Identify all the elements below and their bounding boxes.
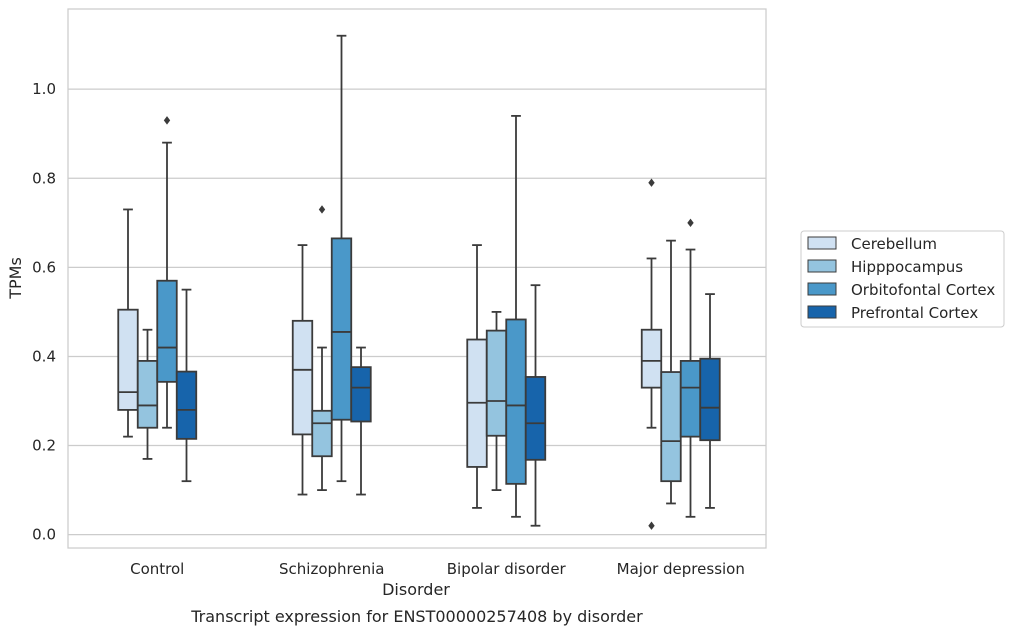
outlier-point: [648, 521, 655, 530]
box-0-3: [175, 288, 198, 483]
legend: Cerebellum Hipppocampus Orbitofontal Corte…: [800, 230, 1005, 328]
box-body: [311, 409, 333, 458]
box-layer: [117, 34, 721, 530]
box-0-2: [156, 116, 178, 429]
box-body: [156, 279, 178, 383]
box-body: [660, 371, 682, 483]
box-body: [699, 357, 721, 442]
legend-swatch: [807, 282, 837, 296]
box-body: [136, 360, 159, 429]
outlier-point: [163, 116, 171, 125]
y-tick-label: 0.2: [32, 437, 56, 455]
outlier-point: [648, 178, 655, 187]
legend-label: Orbitofontal Cortex: [851, 281, 995, 299]
box-body: [505, 318, 527, 485]
box-body: [175, 370, 198, 440]
x-tick-labels: Control Schizophrenia Bipolar disorder Majo…: [130, 560, 745, 578]
box-1-2: [330, 34, 353, 483]
box-3-3: [699, 293, 721, 509]
legend-frame: [800, 230, 1005, 328]
legend-label: Cerebellum: [851, 235, 937, 253]
x-tick-label: Schizophrenia: [279, 560, 384, 578]
legend-swatch: [807, 236, 837, 250]
y-axis-title: TPMs: [6, 257, 25, 300]
x-tick-label: Control: [130, 560, 184, 578]
box-body: [679, 360, 702, 438]
x-axis-title: Disorder: [382, 580, 450, 599]
legend-swatch: [807, 259, 837, 273]
y-tick-label: 1.0: [32, 80, 56, 98]
gridlines: [68, 88, 766, 536]
box-body: [291, 319, 314, 436]
box-body: [330, 237, 353, 421]
box-2-3: [524, 284, 547, 527]
x-tick-label: Bipolar disorder: [447, 560, 567, 578]
y-tick-label: 0.6: [32, 258, 56, 276]
box-1-3: [350, 346, 372, 496]
box-2-1: [485, 311, 508, 491]
box-1-0: [291, 244, 314, 496]
x-tick-label: Major depression: [617, 560, 745, 578]
box-3-0: [640, 178, 663, 530]
chart-caption: Transcript expression for ENST0000025740…: [190, 607, 643, 626]
outlier-point: [318, 205, 326, 214]
box-2-2: [505, 115, 527, 518]
box-3-1: [660, 239, 682, 505]
box-body: [117, 308, 139, 411]
y-tick-label: 0.4: [32, 347, 56, 365]
box-body: [640, 328, 663, 389]
box-0-1: [136, 328, 159, 460]
y-tick-labels: 0.0 0.2 0.4 0.6 0.8 1.0: [32, 80, 56, 543]
legend-label: Hipppocampus: [851, 258, 963, 276]
y-tick-label: 0.0: [32, 526, 56, 544]
box-3-2: [679, 218, 702, 518]
box-2-0: [466, 244, 488, 509]
legend-items: Cerebellum Hipppocampus Orbitofontal Corte…: [807, 235, 995, 322]
box-body: [524, 376, 547, 461]
box-1-1: [311, 205, 333, 491]
legend-label: Prefrontal Cortex: [851, 304, 978, 322]
legend-swatch: [807, 305, 837, 319]
plot-frame: [67, 8, 767, 549]
box-body: [350, 366, 372, 423]
outlier-point: [687, 218, 694, 228]
box-body: [485, 329, 508, 437]
y-tick-label: 0.8: [32, 169, 56, 187]
box-0-0: [117, 208, 139, 438]
